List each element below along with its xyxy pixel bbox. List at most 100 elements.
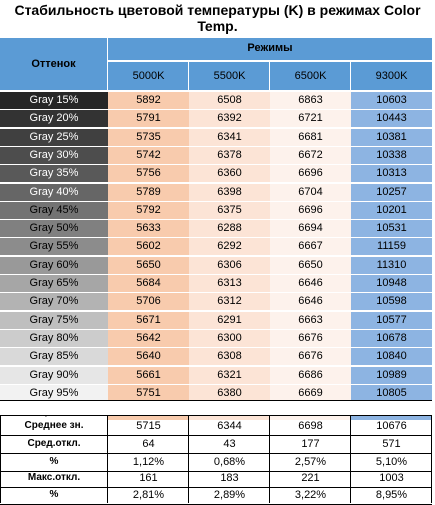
- table-cell: 6398: [189, 184, 270, 201]
- table-cell: 10201: [351, 202, 432, 219]
- stat-cell: 1003: [379, 472, 404, 484]
- table-cell: 10678: [351, 330, 432, 347]
- table-cell: 6704: [270, 184, 351, 201]
- table-cell: 6681: [270, 129, 351, 146]
- stat-cell: 183: [220, 472, 239, 484]
- stat-cell: 8,95%: [375, 489, 408, 501]
- row-label: Gray 25%: [0, 129, 108, 146]
- stat-cell: 10676: [376, 420, 407, 432]
- row-label: Gray 45%: [0, 202, 108, 219]
- table-cell: 5602: [108, 238, 189, 255]
- divider: [0, 400, 432, 416]
- grid-hline: [0, 435, 432, 436]
- table-cell: 10989: [351, 367, 432, 384]
- stat-cell: 6344: [217, 420, 242, 432]
- stat-cell: 43: [223, 438, 236, 450]
- row-label: Gray 35%: [0, 165, 108, 182]
- table-cell: 10598: [351, 293, 432, 310]
- table-cell: 6667: [270, 238, 351, 255]
- table-cell: 6380: [189, 385, 270, 402]
- group-header: Режимы: [247, 42, 293, 54]
- stat-cell: 2,81%: [132, 489, 165, 501]
- column-header: 6500K: [294, 70, 327, 82]
- row-label: Gray 80%: [0, 330, 108, 347]
- table-cell: 6694: [270, 220, 351, 237]
- table-cell: 6863: [270, 92, 351, 109]
- table-cell: 5642: [108, 330, 189, 347]
- table-cell: 5735: [108, 129, 189, 146]
- table-cell: 10805: [351, 385, 432, 402]
- table-cell: 6686: [270, 367, 351, 384]
- table-cell: 6300: [189, 330, 270, 347]
- row-label: Gray 40%: [0, 184, 108, 201]
- table-cell: 10381: [351, 129, 432, 146]
- stat-label: Среднее зн.: [24, 420, 84, 431]
- grid-hline: [0, 487, 432, 488]
- stat-cell: 221: [301, 472, 320, 484]
- stat-label: Сред.откл.: [27, 438, 81, 449]
- table-cell: 6672: [270, 147, 351, 164]
- row-label: Gray 85%: [0, 348, 108, 365]
- table-cell: 5650: [108, 257, 189, 274]
- table-cell: 6676: [270, 330, 351, 347]
- table-cell: 10531: [351, 220, 432, 237]
- table-cell: 5742: [108, 147, 189, 164]
- table-cell: 10338: [351, 147, 432, 164]
- stat-cell: 6698: [298, 420, 323, 432]
- header-sep: [107, 38, 108, 90]
- row-label: Gray 15%: [0, 92, 108, 109]
- table-cell: 10313: [351, 165, 432, 182]
- stat-cell: 1,12%: [132, 456, 165, 468]
- table-cell: 5756: [108, 165, 189, 182]
- table-cell: 5633: [108, 220, 189, 237]
- table-cell: 5892: [108, 92, 189, 109]
- table-cell: 6375: [189, 202, 270, 219]
- table-cell: 6696: [270, 202, 351, 219]
- row-label: Gray 20%: [0, 110, 108, 127]
- row-label: Gray 55%: [0, 238, 108, 255]
- row-label: Gray 90%: [0, 367, 108, 384]
- table-cell: 5792: [108, 202, 189, 219]
- table-cell: 6288: [189, 220, 270, 237]
- table-cell: 6308: [189, 348, 270, 365]
- table-cell: 5789: [108, 184, 189, 201]
- stat-cell: 5715: [136, 420, 161, 432]
- stat-cell: 161: [139, 472, 158, 484]
- header-sep: [350, 62, 351, 90]
- table-cell: 6392: [189, 110, 270, 127]
- table-cell: 6508: [189, 92, 270, 109]
- stat-cell: 5,10%: [375, 456, 408, 468]
- stat-cell: 177: [301, 438, 320, 450]
- grid-vline: [269, 416, 270, 503]
- table-cell: 11310: [351, 257, 432, 274]
- row-label: Gray 75%: [0, 312, 108, 329]
- header-sep: [188, 62, 189, 90]
- stat-label: Макс.откл.: [27, 472, 81, 483]
- stat-cell: 571: [382, 438, 401, 450]
- grid-vline: [188, 416, 189, 503]
- table-cell: 6663: [270, 312, 351, 329]
- table-cell: 6313: [189, 275, 270, 292]
- table-cell: 6696: [270, 165, 351, 182]
- table-cell: 10948: [351, 275, 432, 292]
- row-label: Gray 95%: [0, 385, 108, 402]
- table-cell: 6312: [189, 293, 270, 310]
- table-cell: 6646: [270, 275, 351, 292]
- table-cell: 6341: [189, 129, 270, 146]
- table-cell: 5671: [108, 312, 189, 329]
- grid-vline: [0, 416, 1, 503]
- table-cell: 5684: [108, 275, 189, 292]
- table-cell: 6321: [189, 367, 270, 384]
- table-cell: 10603: [351, 92, 432, 109]
- table-cell: 6721: [270, 110, 351, 127]
- table-cell: 6306: [189, 257, 270, 274]
- table-cell: 10577: [351, 312, 432, 329]
- stat-label: %: [49, 456, 59, 467]
- stat-label: %: [49, 489, 59, 500]
- table-cell: 6292: [189, 238, 270, 255]
- table-cell: 6291: [189, 312, 270, 329]
- column-header: 9300K: [375, 70, 408, 82]
- header-sep: [108, 60, 432, 62]
- table-cell: 11159: [351, 238, 432, 255]
